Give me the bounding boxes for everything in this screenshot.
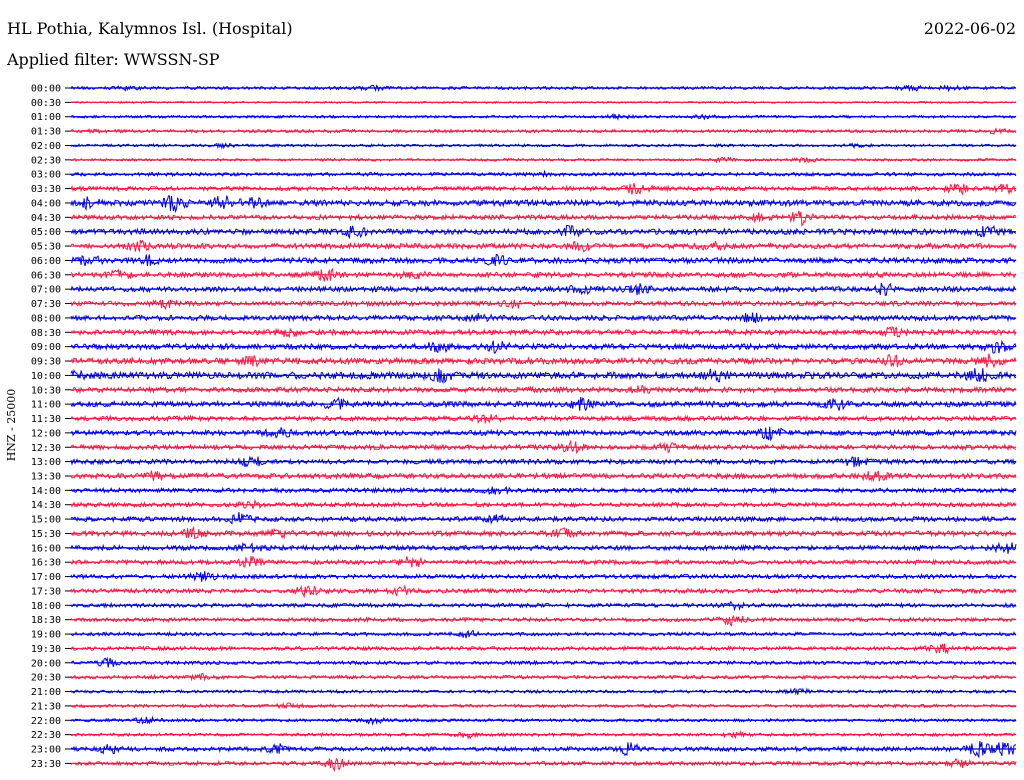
filter-label: Applied filter: WWSSN-SP bbox=[7, 50, 220, 69]
row-time-label: 14:30 bbox=[31, 500, 61, 511]
row-time-label: 11:00 bbox=[31, 400, 61, 411]
row-time-label: 09:00 bbox=[31, 342, 61, 353]
row-time-label: 04:00 bbox=[31, 198, 61, 209]
row-time-label: 22:30 bbox=[31, 730, 61, 741]
trace-line-1500 bbox=[70, 512, 1017, 525]
row-time-label: 06:30 bbox=[31, 270, 61, 281]
row-time-label: 22:00 bbox=[31, 716, 61, 727]
row-time-label: 14:00 bbox=[31, 486, 61, 497]
row-time-label: 02:00 bbox=[31, 141, 61, 152]
date-label: 2022-06-02 bbox=[923, 19, 1016, 38]
trace-line-0800 bbox=[70, 312, 1017, 324]
row-time-label: 10:00 bbox=[31, 371, 61, 382]
row-time-label: 08:30 bbox=[31, 328, 61, 339]
trace-line-1100 bbox=[70, 396, 1017, 412]
row-time-label: 20:00 bbox=[31, 658, 61, 669]
row-time-label: 10:30 bbox=[31, 385, 61, 396]
row-time-label: 15:00 bbox=[31, 515, 61, 526]
row-time-label: 07:30 bbox=[31, 299, 61, 310]
row-time-label: 16:00 bbox=[31, 543, 61, 554]
trace-line-1600 bbox=[70, 541, 1017, 554]
row-time-label: 00:30 bbox=[31, 98, 61, 109]
trace-line-2330 bbox=[70, 757, 1017, 772]
trace-line-0630 bbox=[70, 267, 1017, 282]
row-time-label: 13:30 bbox=[31, 471, 61, 482]
row-time-label: 17:30 bbox=[31, 586, 61, 597]
row-time-label: 15:30 bbox=[31, 529, 61, 540]
row-time-label: 04:30 bbox=[31, 213, 61, 224]
y-axis-label: HNZ - 25000 bbox=[5, 389, 18, 462]
row-time-label: 20:30 bbox=[31, 673, 61, 684]
row-time-label: 06:00 bbox=[31, 256, 61, 267]
trace-line-0900 bbox=[70, 339, 1017, 354]
row-time-label: 05:30 bbox=[31, 242, 61, 253]
trace-line-1730 bbox=[70, 584, 1017, 599]
trace-line-1030 bbox=[71, 384, 1017, 395]
row-time-label: 18:30 bbox=[31, 615, 61, 626]
row-time-label: 08:00 bbox=[31, 313, 61, 324]
row-time-label: 16:30 bbox=[31, 558, 61, 569]
row-time-label: 01:00 bbox=[31, 112, 61, 123]
row-time-label: 00:00 bbox=[31, 84, 61, 95]
row-time-label: 13:00 bbox=[31, 457, 61, 468]
trace-line-1530 bbox=[70, 525, 1017, 540]
row-time-label: 02:30 bbox=[31, 155, 61, 166]
row-time-label: 07:00 bbox=[31, 285, 61, 296]
trace-line-1830 bbox=[70, 614, 1017, 627]
trace-line-1330 bbox=[70, 470, 1017, 483]
trace-line-0530 bbox=[70, 239, 1017, 253]
row-time-label: 03:30 bbox=[31, 184, 61, 195]
row-time-label: 09:30 bbox=[31, 357, 61, 368]
row-time-label: 23:00 bbox=[31, 745, 61, 756]
row-time-label: 18:00 bbox=[31, 601, 61, 612]
row-time-label: 17:00 bbox=[31, 572, 61, 583]
row-time-label: 01:30 bbox=[31, 127, 61, 138]
row-time-label: 21:30 bbox=[31, 701, 61, 712]
trace-line-1430 bbox=[70, 498, 1017, 511]
trace-line-0730 bbox=[70, 298, 1017, 311]
station-title: HL Pothia, Kalymnos Isl. (Hospital) bbox=[7, 19, 293, 38]
row-time-label: 11:30 bbox=[31, 414, 61, 425]
row-time-label: 23:30 bbox=[31, 759, 61, 770]
trace-line-1000 bbox=[70, 368, 1017, 384]
row-time-label: 19:30 bbox=[31, 644, 61, 655]
row-time-label: 19:00 bbox=[31, 630, 61, 641]
trace-line-2300 bbox=[70, 741, 1017, 759]
row-time-label: 05:00 bbox=[31, 227, 61, 238]
row-time-label: 21:00 bbox=[31, 687, 61, 698]
trace-line-0430 bbox=[70, 210, 1017, 227]
trace-rows: 00:00 00:30 01:00 01:30 02:00 02:30 03:00 03:30… bbox=[31, 84, 1017, 772]
row-time-label: 12:30 bbox=[31, 443, 61, 454]
row-time-label: 12:00 bbox=[31, 428, 61, 439]
row-time-label: 03:00 bbox=[31, 170, 61, 181]
